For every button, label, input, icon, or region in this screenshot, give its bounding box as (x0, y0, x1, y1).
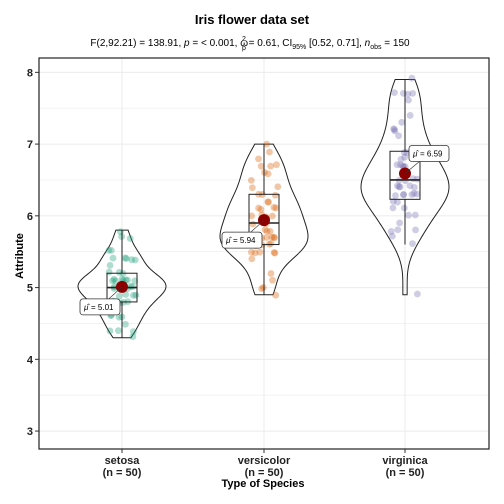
data-point-virginica (405, 97, 412, 104)
data-point-versicolor (249, 184, 256, 191)
data-point-versicolor (271, 250, 278, 257)
x-tick-count-virginica: (n = 50) (386, 467, 425, 479)
data-point-versicolor (272, 292, 279, 299)
data-point-virginica (390, 205, 397, 212)
data-point-virginica (409, 240, 416, 247)
y-tick-label: 5 (27, 283, 33, 295)
data-point-versicolor (271, 234, 278, 241)
data-point-versicolor (274, 183, 281, 190)
subtitle-stats: F(2,92.21) = 138.91, (90, 38, 184, 49)
data-point-virginica (401, 149, 408, 156)
mean-value-virginica: = 6.59 (420, 150, 443, 159)
data-point-versicolor (265, 170, 272, 177)
data-point-virginica (388, 228, 395, 235)
data-point-versicolor (260, 284, 267, 291)
data-point-setosa (127, 235, 134, 242)
data-point-versicolor (270, 204, 277, 211)
data-point-virginica (405, 212, 412, 219)
data-point-virginica (392, 192, 399, 199)
data-point-setosa (107, 262, 114, 269)
data-point-versicolor (263, 234, 270, 241)
data-point-setosa (110, 255, 117, 262)
data-point-versicolor (249, 221, 256, 228)
data-point-virginica (391, 126, 398, 133)
subtitle-n-text: = 150 (382, 38, 411, 49)
data-point-setosa (117, 228, 124, 235)
data-point-versicolor (269, 277, 276, 284)
data-point-virginica (410, 175, 417, 182)
mean-value-versicolor: = 5.94 (233, 236, 256, 245)
data-point-virginica (407, 112, 414, 119)
data-point-virginica (398, 119, 405, 126)
x-tick-label-setosa: setosa (105, 455, 141, 467)
data-point-setosa (111, 276, 118, 283)
data-point-versicolor (272, 192, 279, 199)
data-point-setosa (130, 328, 137, 335)
data-point-setosa (122, 321, 129, 328)
y-tick-label: 6 (27, 211, 33, 223)
data-point-versicolor (248, 256, 255, 263)
data-point-setosa (107, 328, 114, 335)
y-tick-label: 8 (27, 67, 33, 79)
x-axis-title: Type of Species (222, 478, 305, 490)
data-point-virginica (398, 156, 405, 163)
chart-title: Iris flower data set (195, 12, 310, 27)
data-point-versicolor (248, 249, 255, 256)
data-point-versicolor (267, 163, 274, 170)
data-point-versicolor (255, 155, 262, 162)
subtitle-ci-text: [0.52, 0.71], (306, 38, 364, 49)
data-point-setosa (132, 257, 139, 264)
chart-subtitle: F(2,92.21) = 138.91, p = < 0.001, ω2 p = … (90, 36, 410, 52)
subtitle-p-text: = < 0.001, (190, 38, 241, 49)
data-point-virginica (396, 220, 403, 227)
data-point-setosa (105, 247, 112, 254)
data-point-virginica (412, 227, 419, 234)
subtitle-n-sub: obs (370, 44, 382, 51)
x-tick-label-virginica: virginica (382, 455, 428, 467)
data-point-versicolor (273, 161, 280, 168)
data-point-virginica (414, 291, 421, 298)
data-point-versicolor (255, 205, 262, 212)
x-tick-label-versicolor: versicolor (238, 455, 291, 467)
data-point-setosa (115, 327, 122, 334)
data-point-versicolor (248, 177, 255, 184)
mean-label-virginica: μ̂ = 6.59 (405, 146, 449, 174)
y-axis-title: Attribute (14, 233, 26, 279)
data-point-versicolor (268, 270, 275, 277)
y-tick-label: 3 (27, 426, 33, 438)
data-point-versicolor (266, 149, 273, 156)
data-point-setosa (130, 292, 137, 299)
y-tick-label: 7 (27, 139, 33, 151)
plot-area: 345678μ̂ = 5.01setosa(n = 50)μ̂ = 5.94vers… (27, 58, 489, 479)
data-point-setosa (116, 293, 123, 300)
x-tick-count-setosa: (n = 50) (103, 467, 142, 479)
data-point-versicolor (269, 213, 276, 220)
data-point-virginica (408, 75, 415, 82)
mean-label-versicolor: μ̂ = 5.94 (222, 220, 264, 248)
subtitle-omega-text: = 0.61, CI (246, 38, 292, 49)
data-point-versicolor (265, 198, 272, 205)
data-point-versicolor (267, 228, 274, 235)
data-point-virginica (412, 212, 419, 219)
data-point-setosa (122, 255, 129, 262)
data-point-virginica (400, 191, 407, 198)
y-tick-label: 4 (27, 354, 34, 366)
data-point-virginica (391, 89, 398, 96)
subtitle-ci-sub: 95% (292, 44, 306, 51)
mean-value-setosa: = 5.01 (91, 303, 114, 312)
data-point-virginica (414, 191, 421, 198)
data-point-virginica (394, 226, 401, 233)
data-point-virginica (401, 205, 408, 212)
